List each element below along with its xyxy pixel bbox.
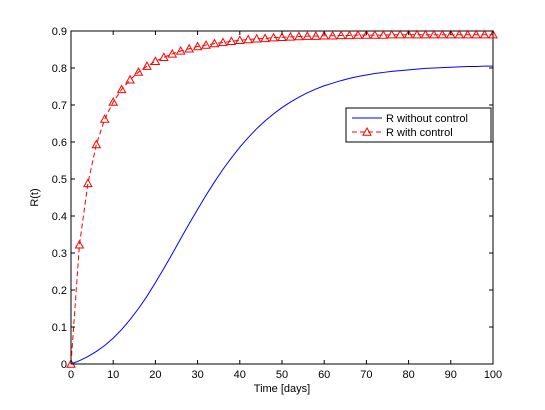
ticks-layer: 0 10 20 30 40 50 60 70 80 90 100 0 0.1 0.2 0.3 0.4 0.5 0.… xyxy=(52,26,502,381)
data-point-triangle xyxy=(74,239,85,249)
data-point-triangle xyxy=(429,29,439,39)
data-point-triangle xyxy=(420,29,431,39)
x-tick-label: 70 xyxy=(360,369,372,381)
data-point-triangle xyxy=(412,29,422,39)
y-tick-label: 0.4 xyxy=(52,211,67,223)
x-tick-label: 90 xyxy=(445,369,457,381)
series-line-r-with-control xyxy=(70,34,493,365)
data-point-triangle xyxy=(285,31,296,41)
legend-entry-r-without-control: R without control xyxy=(386,113,468,125)
data-point-triangle xyxy=(116,84,127,94)
data-point-triangle xyxy=(91,139,102,149)
data-point-triangle xyxy=(108,97,119,106)
data-point-triangle xyxy=(99,114,110,123)
data-point-triangle xyxy=(445,29,456,39)
data-point-triangle xyxy=(218,37,228,47)
legend-box xyxy=(345,107,492,143)
data-point-triangle xyxy=(184,43,195,53)
y-tick-label: 0.3 xyxy=(52,248,67,260)
data-point-triangle xyxy=(327,30,338,40)
data-point-triangle xyxy=(302,31,313,40)
data-point-triangle xyxy=(243,34,254,44)
data-point-triangle xyxy=(488,29,498,39)
data-point-triangle xyxy=(234,35,245,44)
legend-entry-r-with-control: R with control xyxy=(386,127,453,139)
data-point-triangle xyxy=(150,56,161,66)
data-point-triangle xyxy=(479,29,490,39)
data-point-triangle xyxy=(454,29,465,39)
legend-marker-triangle xyxy=(362,126,372,136)
legend: R without control R with control xyxy=(345,107,492,143)
data-point-triangle xyxy=(378,30,389,39)
data-point-triangle xyxy=(277,32,287,41)
data-point-triangle xyxy=(344,30,355,40)
data-point-triangle xyxy=(336,30,346,40)
y-tick-label: 0.1 xyxy=(52,322,67,334)
data-point-triangle xyxy=(386,29,397,39)
y-tick-label: 0.6 xyxy=(52,137,67,149)
data-point-triangle xyxy=(125,74,135,84)
data-point-triangle xyxy=(369,30,380,39)
data-point-triangle xyxy=(158,52,169,61)
x-tick-label: 80 xyxy=(402,369,414,381)
data-point-triangle xyxy=(209,38,220,48)
data-point-triangle xyxy=(226,36,237,46)
data-point-triangle xyxy=(201,40,211,49)
x-tick-label: 10 xyxy=(107,369,119,381)
x-tick-label: 20 xyxy=(149,369,161,381)
data-point-triangle xyxy=(142,61,152,70)
series-layer xyxy=(66,29,498,368)
data-point-triangle xyxy=(395,29,406,39)
data-point-triangle xyxy=(251,33,262,43)
y-tick-label: 0.7 xyxy=(52,100,67,112)
y-tick-label: 0.5 xyxy=(52,174,67,186)
data-point-triangle xyxy=(268,32,279,42)
data-point-triangle xyxy=(310,31,321,40)
data-point-triangle xyxy=(361,30,372,39)
y-axis-label: R(t) xyxy=(29,188,41,206)
x-tick-label: 0 xyxy=(68,369,74,381)
plot-area xyxy=(70,30,494,365)
x-tick-label: 50 xyxy=(276,369,288,381)
x-tick-label: 30 xyxy=(191,369,203,381)
data-point-triangle xyxy=(403,29,414,39)
x-tick-label: 100 xyxy=(484,369,502,381)
y-tick-label: 0 xyxy=(61,359,67,371)
data-point-triangle xyxy=(353,30,363,39)
data-point-triangle xyxy=(133,67,144,76)
data-point-triangle xyxy=(294,31,304,41)
y-tick-label: 0.2 xyxy=(52,285,67,297)
series-line-r-without-control xyxy=(70,65,493,365)
plot-frame xyxy=(70,30,494,365)
data-point-triangle xyxy=(83,178,93,188)
x-tick-label: 60 xyxy=(318,369,330,381)
x-tick-label: 40 xyxy=(234,369,246,381)
y-tick-label: 0.8 xyxy=(52,63,67,75)
data-point-triangle xyxy=(175,45,186,55)
data-point-triangle xyxy=(260,33,270,43)
data-point-triangle xyxy=(471,29,481,39)
data-point-triangle xyxy=(462,29,473,39)
data-point-triangle xyxy=(167,48,178,58)
data-point-triangle xyxy=(437,29,448,39)
data-point-triangle xyxy=(319,30,330,40)
x-axis-label: Time [days] xyxy=(254,383,310,395)
data-point-triangle xyxy=(192,41,203,51)
y-tick-label: 0.9 xyxy=(52,26,67,38)
